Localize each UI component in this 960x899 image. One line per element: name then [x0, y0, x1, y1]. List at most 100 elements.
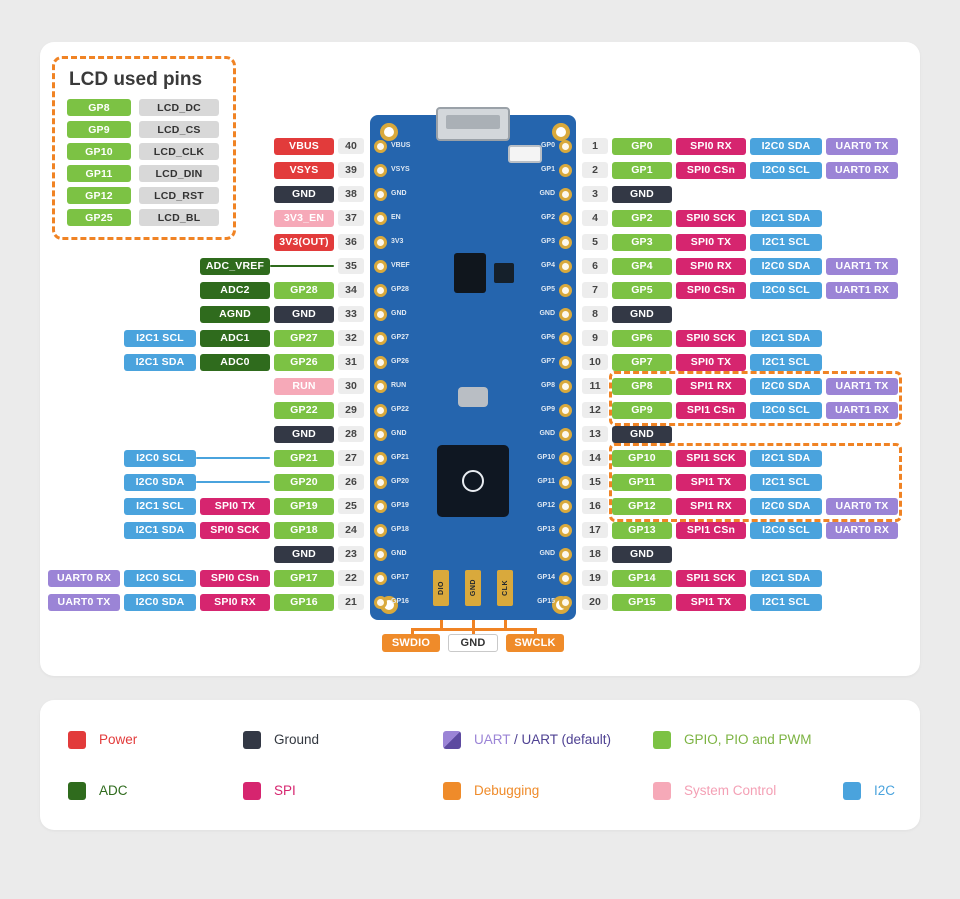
- pin-hole: [559, 572, 572, 585]
- pin-label-gnd: GND: [274, 305, 334, 323]
- pin-label-gp12: GP12: [612, 497, 672, 515]
- pin-number: 20: [582, 594, 608, 610]
- pin-label-gp8: GP8: [67, 99, 131, 116]
- pin-row-left-37: 3V3_EN 37: [48, 206, 364, 230]
- pin-connector-line: [196, 480, 270, 484]
- pin-row-left-30: RUN 30: [48, 374, 364, 398]
- board-pin-label: GP0: [540, 142, 555, 149]
- pin-hole: [374, 140, 387, 153]
- pin-connector-line: [196, 456, 270, 460]
- pin-label-gp25: GP25: [67, 209, 131, 226]
- pin-number: 40: [338, 138, 364, 154]
- pin-label-gnd: GND: [612, 185, 672, 203]
- pin-hole: [559, 548, 572, 561]
- pin-hole: [374, 284, 387, 297]
- legend-item-gpio-pio-and-pwm: GPIO, PIO and PWM: [653, 730, 843, 749]
- pin-label-i2c1-sda: I2C1 SDA: [750, 329, 822, 347]
- debug-bracket-line: [440, 620, 443, 628]
- pin-hole: [374, 188, 387, 201]
- pin-row-right-2: 2 GP1 SPI0 CSn I2C0 SCL UART0 RX: [582, 158, 898, 182]
- pin-row-left-21: UART0 TX I2C0 SDA SPI0 RX GP16 21: [48, 590, 364, 614]
- pico-board: VBUS GP0 VSYS GP1 GND GND EN GP2 3V3 GP3 VREF GP4 GP…: [370, 107, 576, 620]
- pin-label-uart1-rx: UART1 RX: [826, 401, 898, 419]
- pin-slot: SPI1 RX: [676, 497, 746, 515]
- pin-hole: [374, 164, 387, 177]
- pin-slot: GP4: [612, 257, 672, 275]
- pin-label-i2c1-scl: I2C1 SCL: [750, 233, 822, 251]
- pin-row-left-31: I2C1 SDA ADC0 GP26 31: [48, 350, 364, 374]
- debug-bracket-line: [411, 628, 537, 631]
- pin-number: 6: [582, 258, 608, 274]
- pin-number: 37: [338, 210, 364, 226]
- pin-label-spi0-sck: SPI0 SCK: [676, 209, 746, 227]
- board-pin-label: GP26: [391, 358, 409, 365]
- pin-label-gp8: GP8: [612, 377, 672, 395]
- pin-label-gp10: GP10: [67, 143, 131, 160]
- pin-hole: [374, 476, 387, 489]
- pin-label-adc0: ADC0: [200, 353, 270, 371]
- lcd-pin-list: GP8 LCD_DC GP9 LCD_CS GP10 LCD_CLK GP11 LCD_DIN…: [67, 99, 221, 226]
- legend-row-2: ADC SPI Debugging System Control I2C: [68, 768, 920, 814]
- pin-slot: SPI0 SCK: [200, 521, 270, 539]
- pin-slot: GP9: [612, 401, 672, 419]
- pin-number: 2: [582, 162, 608, 178]
- pin-label-gp21: GP21: [274, 449, 334, 467]
- pin-label-gp22: GP22: [274, 401, 334, 419]
- pin-slot: I2C1 SCL: [124, 497, 196, 515]
- pin-hole: [559, 596, 572, 609]
- board-pin-label: GP22: [391, 406, 409, 413]
- pin-row-right-10: 10 GP7 SPI0 TX I2C1 SCL: [582, 350, 898, 374]
- pin-row-left-24: I2C1 SDA SPI0 SCK GP18 24: [48, 518, 364, 542]
- pin-number: 4: [582, 210, 608, 226]
- pin-label-i2c1-scl: I2C1 SCL: [124, 329, 196, 347]
- legend-label-uart-uart-default: UART / UART (default): [474, 732, 611, 747]
- pin-label-3v3-out: 3V3(OUT): [274, 233, 334, 251]
- pin-hole: [559, 524, 572, 537]
- pin-label-uart0-tx: UART0 TX: [826, 497, 898, 515]
- pin-slot: GP8: [612, 377, 672, 395]
- board-pin-label: GND: [391, 550, 407, 557]
- pin-slot: ADC1: [200, 329, 270, 347]
- pin-slot: I2C1 SCL: [750, 473, 822, 491]
- usb-connector: [436, 107, 510, 141]
- pin-slot: SPI1 RX: [676, 377, 746, 395]
- pin-slot: GND: [274, 305, 334, 323]
- pin-slot: GND: [274, 425, 334, 443]
- pin-slot: I2C1 SDA: [750, 209, 822, 227]
- pin-label-spi0-sck: SPI0 SCK: [200, 521, 270, 539]
- pin-label-i2c0-sda: I2C0 SDA: [750, 377, 822, 395]
- legend-item-ground: Ground: [243, 730, 443, 749]
- pin-slot: SPI0 SCK: [676, 329, 746, 347]
- pin-label-i2c1-sda: I2C1 SDA: [750, 569, 822, 587]
- lcd-signal-label-lcd-clk: LCD_CLK: [139, 143, 219, 160]
- pin-number: 29: [338, 402, 364, 418]
- pin-number: 38: [338, 186, 364, 202]
- pin-label-i2c1-scl: I2C1 SCL: [750, 473, 822, 491]
- pin-slot: I2C1 SCL: [124, 329, 196, 347]
- pin-row-left-22: UART0 RX I2C0 SCL SPI0 CSn GP17 22: [48, 566, 364, 590]
- legend-card: Power Ground UART / UART (default) GPIO, PI…: [40, 700, 920, 830]
- lcd-signal-label-lcd-bl: LCD_BL: [139, 209, 219, 226]
- pin-slot: UART0 TX: [826, 137, 898, 155]
- legend-swatch-adc: [68, 781, 86, 800]
- pin-slot: UART1 RX: [826, 281, 898, 299]
- legend-label-part: UART: [474, 732, 515, 747]
- board-pin-label: GND: [391, 430, 407, 437]
- board-pin-label: GP3: [540, 238, 555, 245]
- pin-slot: UART1 TX: [826, 377, 898, 395]
- board-pin-label: VBUS: [391, 142, 411, 149]
- pin-slot: SPI0 CSn: [676, 281, 746, 299]
- pin-row-right-7: 7 GP5 SPI0 CSn I2C0 SCL UART1 RX: [582, 278, 898, 302]
- pin-slot: I2C0 SDA: [750, 377, 822, 395]
- pin-number: 36: [338, 234, 364, 250]
- board-pin-label: GP4: [540, 262, 555, 269]
- pin-hole: [374, 212, 387, 225]
- pin-number: 23: [338, 546, 364, 562]
- pin-slot: I2C1 SDA: [750, 329, 822, 347]
- pin-label-gnd: GND: [274, 425, 334, 443]
- pin-label-i2c0-scl: I2C0 SCL: [124, 449, 196, 467]
- legend-item-debugging: Debugging: [443, 781, 653, 800]
- pin-hole: [559, 188, 572, 201]
- pin-row-right-5: 5 GP3 SPI0 TX I2C1 SCL: [582, 230, 898, 254]
- legend-swatch-i2c: [843, 781, 861, 800]
